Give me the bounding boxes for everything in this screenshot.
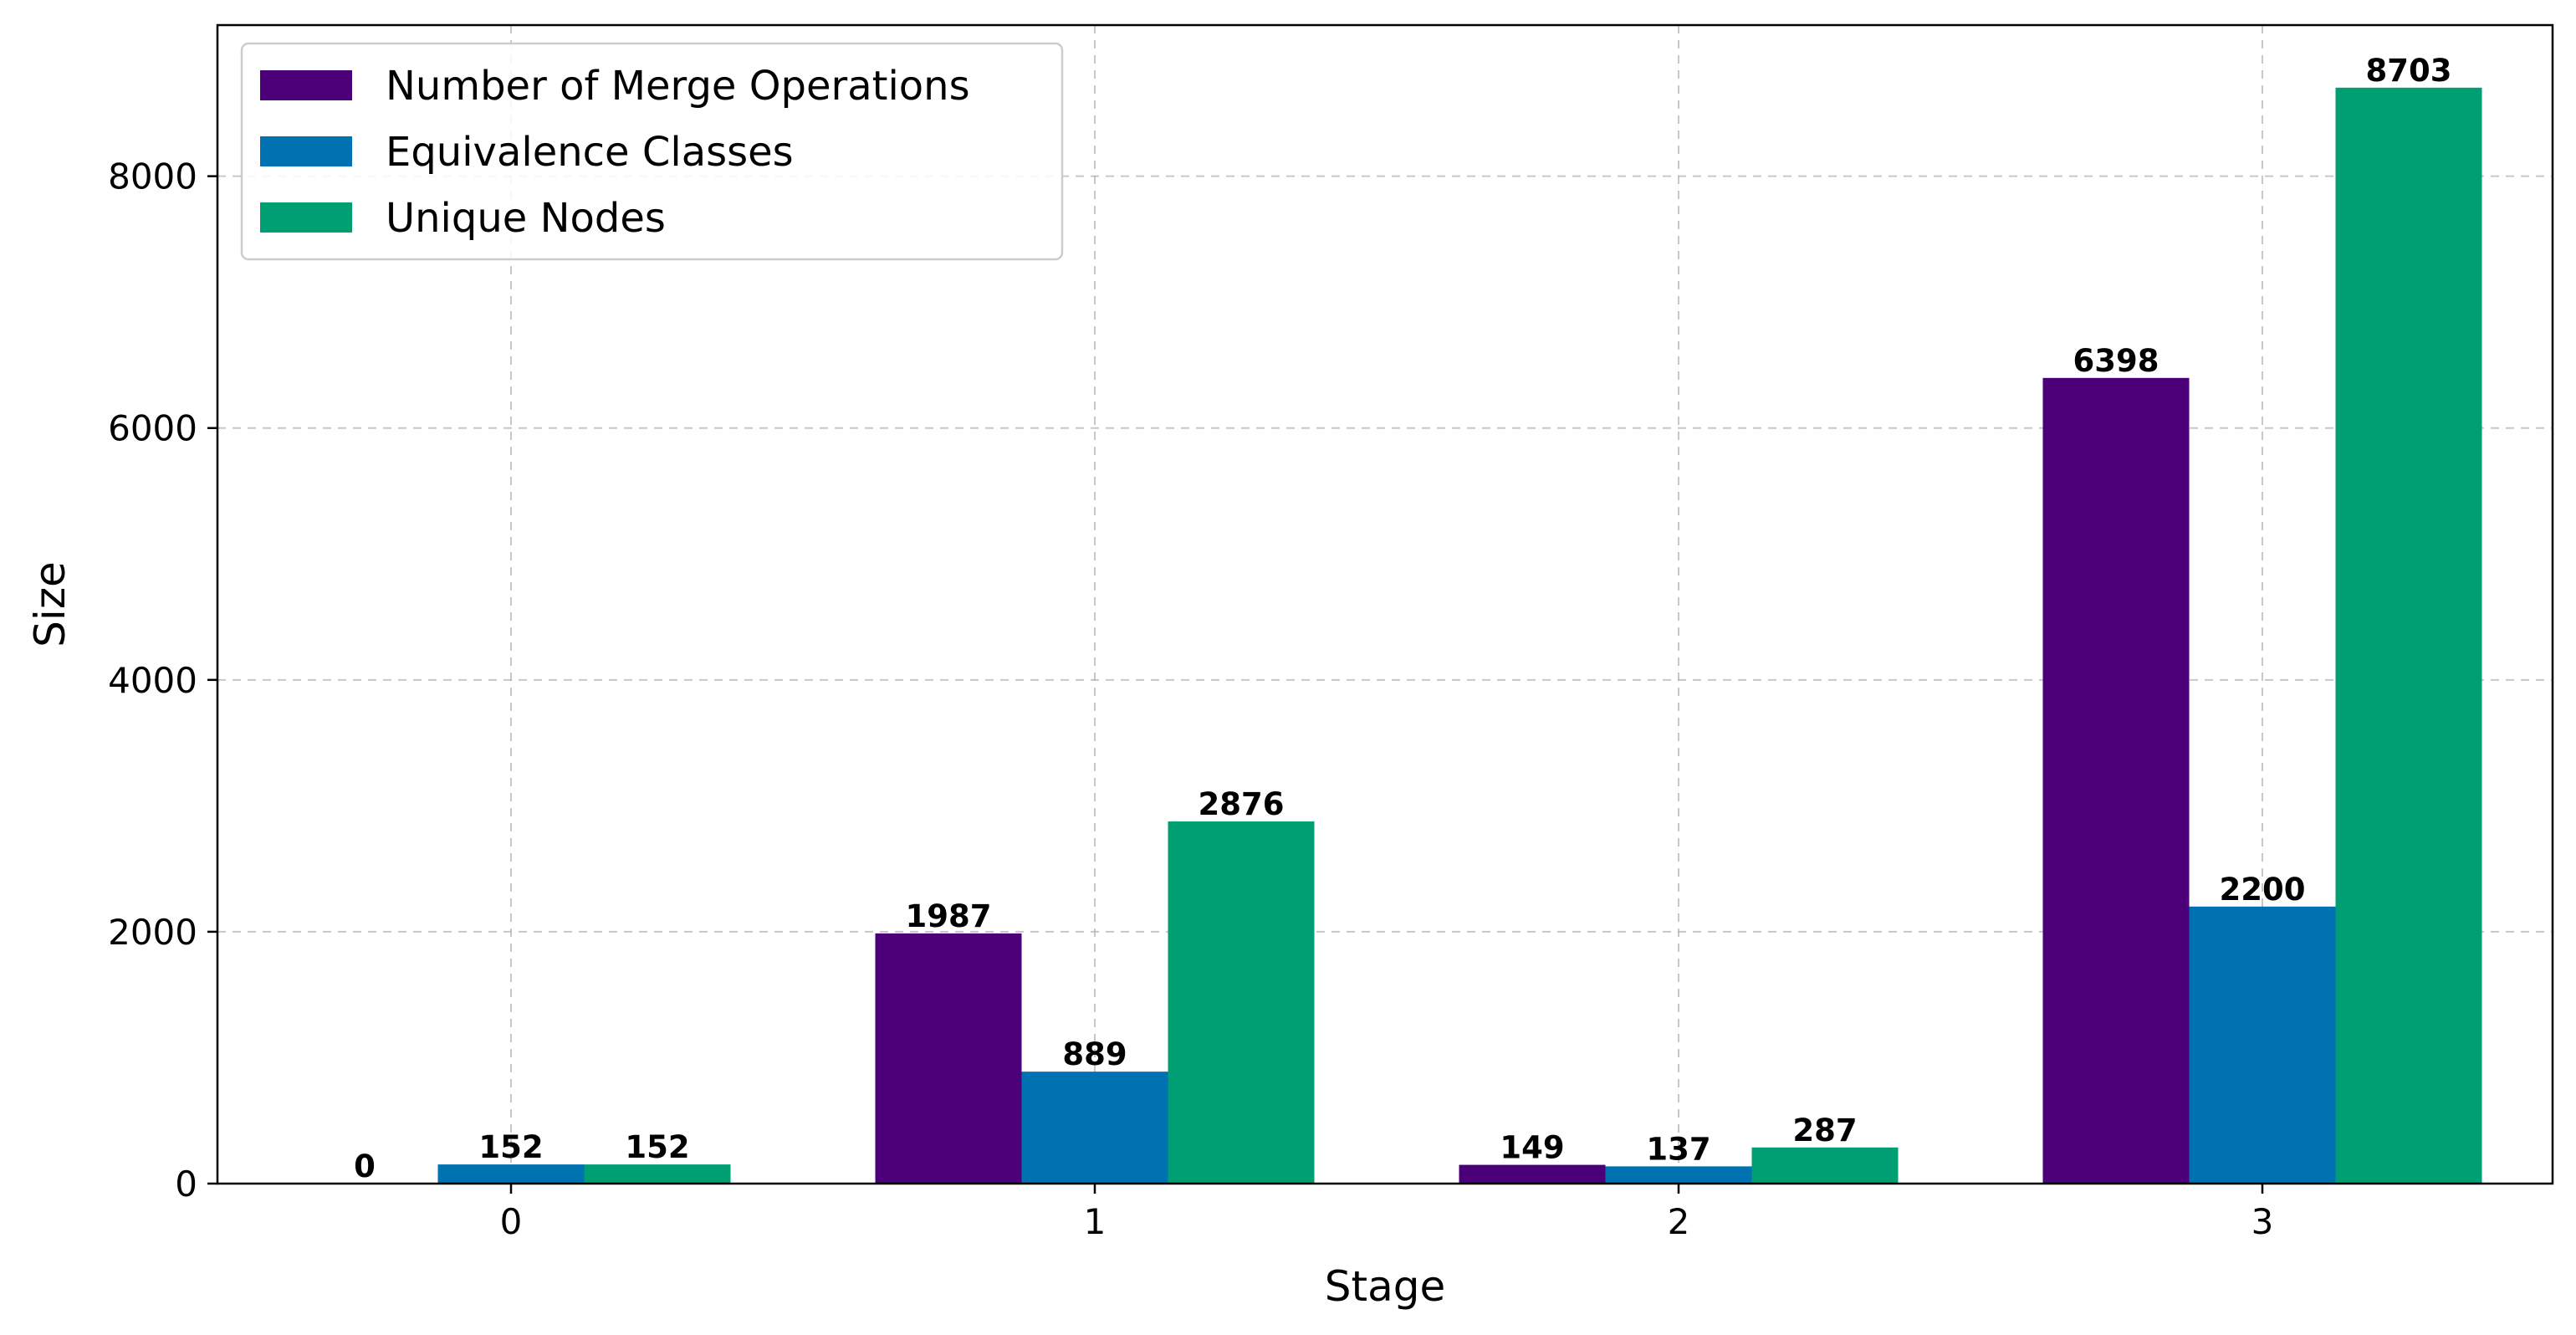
data-label: 2876 bbox=[1199, 786, 1285, 822]
bar-unique-nodes-stage-3 bbox=[2335, 87, 2482, 1184]
y-tick-label: 0 bbox=[175, 1164, 197, 1205]
data-label-layer: 0 152 152 1987 889 2876 149 137 287 6398 2200 8703 bbox=[354, 53, 2451, 1184]
bar-number-of-merge-operations-stage-2 bbox=[1459, 1164, 1606, 1184]
data-label: 287 bbox=[1792, 1112, 1857, 1148]
data-label: 0 bbox=[354, 1148, 376, 1184]
bar-unique-nodes-stage-1 bbox=[1168, 821, 1315, 1184]
data-label: 2200 bbox=[2220, 872, 2306, 908]
data-label: 137 bbox=[1646, 1131, 1710, 1167]
x-tick-label: 0 bbox=[500, 1201, 523, 1242]
y-tick-label: 6000 bbox=[108, 408, 197, 449]
y-tick-label: 2000 bbox=[108, 912, 197, 953]
legend-label: Equivalence Classes bbox=[386, 129, 794, 176]
bar-layer bbox=[437, 87, 2482, 1184]
x-tick-label: 1 bbox=[1084, 1201, 1107, 1242]
data-label: 8703 bbox=[2366, 53, 2452, 89]
y-axis-title: Size bbox=[26, 561, 74, 647]
legend-label: Number of Merge Operations bbox=[386, 63, 970, 110]
legend-swatch bbox=[260, 136, 352, 166]
legend-label: Unique Nodes bbox=[386, 195, 666, 242]
x-tick-label: 2 bbox=[1668, 1201, 1690, 1242]
legend-swatch bbox=[260, 202, 352, 233]
plot-frame bbox=[216, 23, 2554, 1185]
bar-unique-nodes-stage-2 bbox=[1751, 1147, 1899, 1184]
data-label: 152 bbox=[625, 1129, 689, 1165]
data-label: 1987 bbox=[906, 898, 992, 934]
bar-number-of-merge-operations-stage-1 bbox=[875, 933, 1022, 1184]
bar-equivalence-classes-stage-3 bbox=[2189, 906, 2336, 1184]
y-tick-label: 8000 bbox=[108, 156, 197, 197]
bar-equivalence-classes-stage-0 bbox=[437, 1164, 585, 1184]
legend-swatch bbox=[260, 70, 352, 100]
bar-unique-nodes-stage-0 bbox=[584, 1164, 731, 1184]
data-label: 152 bbox=[478, 1129, 543, 1165]
y-tick-label: 4000 bbox=[108, 660, 197, 701]
data-label: 889 bbox=[1062, 1036, 1127, 1072]
x-tick-label: 3 bbox=[2251, 1201, 2274, 1242]
bar-equivalence-classes-stage-2 bbox=[1605, 1166, 1752, 1184]
bar-number-of-merge-operations-stage-3 bbox=[2042, 377, 2190, 1184]
data-label: 149 bbox=[1500, 1130, 1564, 1166]
axis-layer: 0 2000 4000 6000 8000 0 1 2 3 bbox=[108, 23, 2554, 1242]
legend: Number of Merge Operations Equivalence Cl… bbox=[240, 42, 1064, 261]
data-label: 6398 bbox=[2073, 343, 2159, 379]
x-axis-title: Stage bbox=[1325, 1262, 1445, 1311]
bar-equivalence-classes-stage-1 bbox=[1021, 1072, 1168, 1184]
legend-box bbox=[240, 42, 1064, 261]
